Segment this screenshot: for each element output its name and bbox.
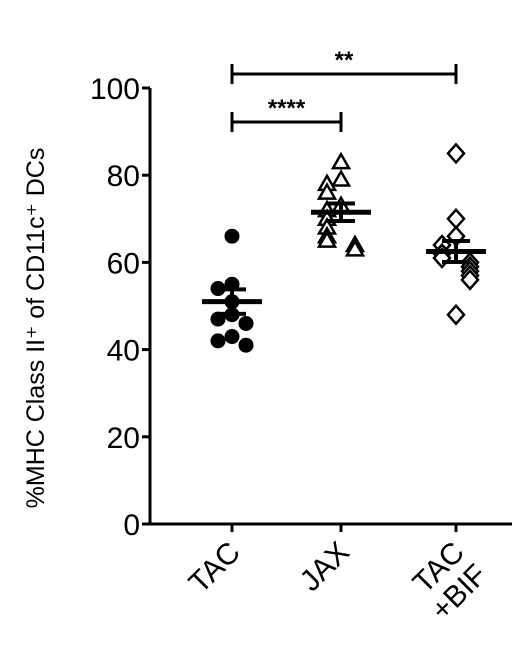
data-point bbox=[224, 228, 240, 244]
data-point bbox=[210, 333, 226, 349]
data-point bbox=[446, 303, 466, 326]
data-point bbox=[316, 182, 338, 200]
x-category-label: TAC bbox=[183, 536, 247, 600]
y-ticks: 0 20 40 60 80 100 bbox=[90, 73, 150, 542]
significance-brackets: ****** bbox=[230, 47, 458, 132]
axes bbox=[148, 88, 512, 526]
x-categories: TAC JAX TAC+BIF bbox=[183, 524, 494, 627]
significance-label: ** bbox=[335, 47, 354, 74]
data-point bbox=[330, 151, 352, 170]
x-category-label: TAC+BIF bbox=[402, 536, 493, 627]
data-point bbox=[238, 315, 254, 331]
x-category-label: JAX bbox=[294, 536, 356, 598]
mean-sem-bars bbox=[202, 201, 486, 316]
y-tick-label: 40 bbox=[107, 335, 140, 368]
data-point bbox=[460, 268, 480, 291]
data-points bbox=[210, 142, 480, 353]
data-point bbox=[316, 230, 338, 248]
y-tick-label: 20 bbox=[107, 422, 140, 455]
data-point bbox=[446, 142, 466, 165]
data-point bbox=[238, 337, 254, 353]
y-tick-label: 0 bbox=[123, 509, 140, 542]
y-tick-label: 80 bbox=[107, 160, 140, 193]
data-point bbox=[330, 169, 352, 187]
data-point bbox=[344, 238, 366, 257]
y-axis-label: %MHC Class II⁺ of CD11c⁺ DCs bbox=[22, 148, 50, 509]
data-point bbox=[224, 329, 240, 345]
y-tick-label: 60 bbox=[107, 247, 140, 280]
data-point bbox=[446, 207, 466, 230]
y-tick-label: 100 bbox=[90, 73, 140, 106]
significance-label: **** bbox=[268, 95, 306, 122]
